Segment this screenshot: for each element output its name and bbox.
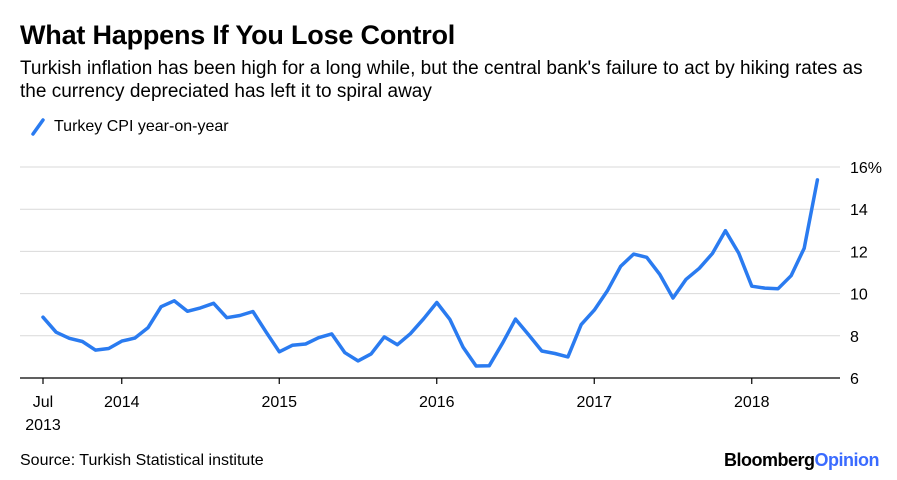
x-tick-label: 2017 xyxy=(576,394,612,411)
y-tick-label: 8 xyxy=(850,329,859,346)
x-tick-label-year: 2013 xyxy=(25,417,61,434)
x-tick-label: 2015 xyxy=(261,394,297,411)
source-note: Source: Turkish Statistical institute xyxy=(20,452,264,469)
brand-part-2: Opinion xyxy=(814,450,880,470)
series-line-turkey-cpi xyxy=(41,178,820,368)
brand-logo: BloombergOpinion xyxy=(724,450,880,471)
y-tick-label: 14 xyxy=(850,202,868,219)
y-tick-label: 6 xyxy=(850,371,859,388)
brand-part-1: Bloomberg xyxy=(724,450,815,470)
y-axis: 6 8 10 12 14 16% xyxy=(850,160,882,388)
chart-title: What Happens If You Lose Control xyxy=(20,20,456,50)
legend-swatch-icon xyxy=(31,118,45,136)
x-tick-label: 2016 xyxy=(419,394,455,411)
chart-subtitle: Turkish inflation has been high for a lo… xyxy=(20,58,863,102)
line-chart: 6 8 10 12 14 16% Jul 2013 2014 2015 2016 2017 2018 xyxy=(20,160,882,434)
x-tick-label: 2018 xyxy=(734,394,770,411)
x-tick-label: Jul xyxy=(33,394,53,411)
y-tick-label: 12 xyxy=(850,244,868,261)
x-tick-label: 2014 xyxy=(104,394,140,411)
x-axis: Jul 2013 2014 2015 2016 2017 2018 xyxy=(20,377,840,434)
y-tick-label: 16% xyxy=(850,160,882,177)
y-tick-label: 10 xyxy=(850,287,868,304)
gridlines xyxy=(20,166,840,337)
legend: Turkey CPI year-on-year xyxy=(30,117,229,137)
legend-label: Turkey CPI year-on-year xyxy=(54,118,229,135)
series-group xyxy=(41,178,820,368)
